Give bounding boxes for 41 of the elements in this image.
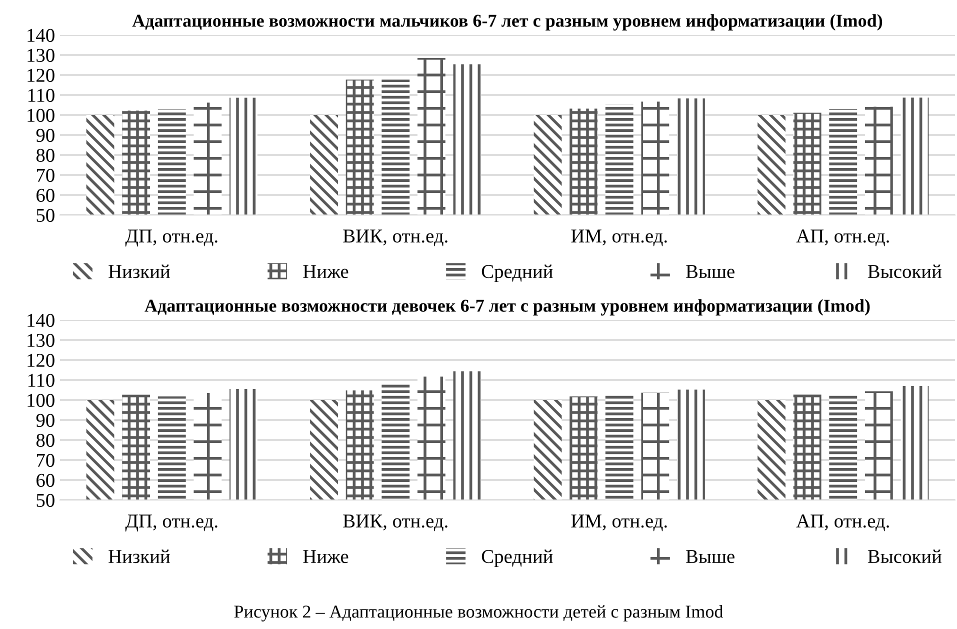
chart-title: Адаптационные возможности девочек 6-7 лет с разным уровнем информатизации (Imod) (144, 299, 870, 316)
y-tick-label: 50 (36, 208, 54, 222)
y-tick-label: 130 (28, 48, 54, 62)
y-tick-label: 140 (28, 28, 54, 42)
y-tick-label: 140 (28, 314, 54, 327)
x-tick-label: ВИК, отн.ед. (343, 514, 448, 532)
y-tick-label: 50 (36, 494, 54, 507)
y-tick-label: 110 (28, 374, 54, 387)
y-tick-label: 60 (36, 474, 54, 487)
y-tick-label: 70 (36, 168, 54, 182)
y-tick-label: 90 (36, 128, 54, 142)
x-tick-label: ИМ, отн.ед. (571, 514, 667, 532)
y-tick-label: 120 (28, 354, 54, 367)
chart-title: Адаптационные возможности мальчиков 6-7 лет с разным уровнем информатизации (Imod) (132, 14, 882, 31)
y-tick-label: 100 (28, 394, 54, 407)
y-tick-label: 110 (28, 88, 54, 102)
y-tick-label: 130 (28, 334, 54, 347)
legend-label: Средний (482, 550, 553, 568)
legend-label: Высокий (868, 264, 942, 278)
text: Рисунок 2 – Адаптационные возможности детей с разным Imod (234, 605, 724, 622)
y-tick-label: 80 (36, 434, 54, 447)
x-tick-label: АП, отн.ед. (796, 514, 889, 532)
legend-label: Ниже (303, 265, 348, 278)
x-tick-label: АП, отн.ед. (796, 230, 889, 246)
legend-label: Высокий (868, 550, 942, 564)
x-tick-label: ДП, отн.ед. (125, 230, 218, 247)
y-tick-label: 90 (36, 414, 54, 427)
y-tick-label: 80 (36, 148, 54, 162)
legend-label: Выше (686, 550, 734, 564)
y-tick-label: 120 (28, 68, 54, 82)
y-tick-label: 60 (36, 188, 54, 202)
legend-label: Выше (686, 265, 734, 278)
y-tick-label: 70 (36, 454, 54, 467)
legend-label: Низкий (108, 264, 170, 278)
y-tick-label: 100 (28, 108, 54, 122)
x-tick-label: ИМ, отн.ед. (571, 230, 667, 246)
legend-label: Низкий (108, 550, 170, 564)
legend-label: Ниже (303, 550, 348, 564)
legend-label: Средний (482, 264, 553, 282)
x-tick-label: ВИК, отн.ед. (343, 230, 448, 246)
x-tick-label: ДП, отн.ед. (125, 514, 218, 532)
